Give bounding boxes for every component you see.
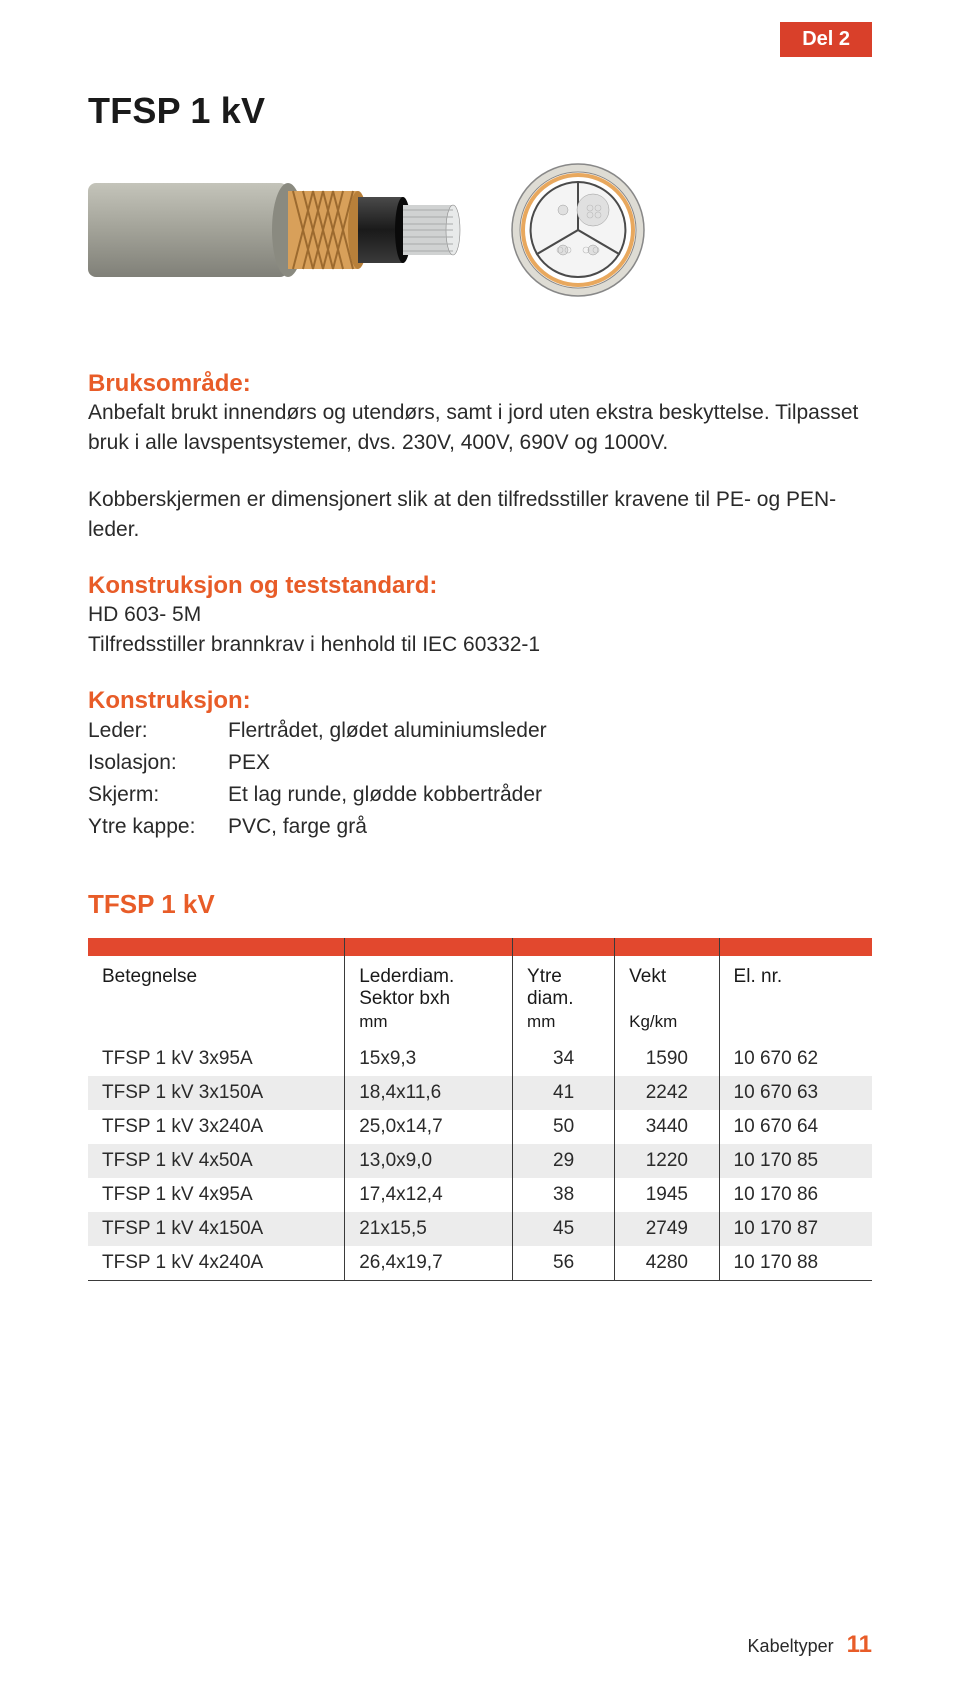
table-col-header: Lederdiam.Sektor bxh [345,956,513,1012]
page-title: TFSP 1 kV [88,90,872,132]
isolasjon-label: Isolasjon: [88,751,228,775]
usage-body-1: Anbefalt brukt innendørs og utendørs, sa… [88,398,872,459]
usage-block-2: Kobberskjermen er dimensjonert slik at d… [88,485,872,546]
table-cell: 2749 [615,1212,719,1246]
table-cell: 10 670 63 [719,1076,872,1110]
table-row: TFSP 1 kV 3x240A25,0x14,750344010 670 64 [88,1110,872,1144]
table-cell: 10 670 64 [719,1110,872,1144]
table-cell: 18,4x11,6 [345,1076,513,1110]
table-title: TFSP 1 kV [88,889,872,920]
page-content: TFSP 1 kV [0,0,960,1281]
skjerm-value: Et lag runde, glødde kobbertråder [228,783,872,807]
table-cell: 3440 [615,1110,719,1144]
table-head: BetegnelseLederdiam.Sektor bxhYtrediam.V… [88,938,872,1042]
table-cell: 2242 [615,1076,719,1110]
details-list: Leder: Flertrådet, glødet aluminiumslede… [88,719,872,839]
table-col-header: El. nr. [719,956,872,1012]
isolasjon-value: PEX [228,751,872,775]
page-badge: Del 2 [780,22,872,57]
construction-block: Konstruksjon og teststandard: HD 603- 5M… [88,572,872,661]
footer-label: Kabeltyper [748,1636,834,1656]
table-row: TFSP 1 kV 3x95A15x9,334159010 670 62 [88,1042,872,1076]
table-cell: 56 [513,1246,615,1281]
table-cell: 10 170 88 [719,1246,872,1281]
table-cell: 29 [513,1144,615,1178]
table-cell: 10 170 85 [719,1144,872,1178]
table-cell: 10 170 86 [719,1178,872,1212]
table-col-header: Vekt [615,956,719,1012]
construction-body-2: Tilfredsstiller brannkrav i henhold til … [88,630,872,660]
usage-heading: Bruksområde: [88,370,872,398]
leder-value: Flertrådet, glødet aluminiumsleder [228,719,872,743]
table-cell: 50 [513,1110,615,1144]
table-cell: 1220 [615,1144,719,1178]
table-cell: TFSP 1 kV 4x50A [88,1144,345,1178]
usage-body-2: Kobberskjermen er dimensjonert slik at d… [88,485,872,546]
footer-page-number: 11 [847,1631,872,1658]
details-heading: Konstruksjon: [88,687,872,715]
table-cell: TFSP 1 kV 3x150A [88,1076,345,1110]
table-cell: 26,4x19,7 [345,1246,513,1281]
table-cell: TFSP 1 kV 3x95A [88,1042,345,1076]
construction-heading: Konstruksjon og teststandard: [88,572,872,600]
table-col-header: Ytrediam. [513,956,615,1012]
table-col-unit [719,1012,872,1042]
ytrekappe-value: PVC, farge grå [228,815,872,839]
table-header-row: BetegnelseLederdiam.Sektor bxhYtrediam.V… [88,956,872,1012]
table-cell: 41 [513,1076,615,1110]
table-cell: 45 [513,1212,615,1246]
table-cell: 1945 [615,1178,719,1212]
cable-cross-section [508,160,648,300]
table-col-unit: mm [513,1012,615,1042]
table-row: TFSP 1 kV 4x50A13,0x9,029122010 170 85 [88,1144,872,1178]
usage-block: Bruksområde: Anbefalt brukt innendørs og… [88,370,872,459]
table-cell: 17,4x12,4 [345,1178,513,1212]
table-cell: 1590 [615,1042,719,1076]
table-body: TFSP 1 kV 3x95A15x9,334159010 670 62TFSP… [88,1042,872,1281]
table-row: TFSP 1 kV 3x150A18,4x11,641224210 670 63 [88,1076,872,1110]
table-cell: TFSP 1 kV 4x240A [88,1246,345,1281]
table-row: TFSP 1 kV 4x150A21x15,545274910 170 87 [88,1212,872,1246]
table-cell: TFSP 1 kV 4x150A [88,1212,345,1246]
table-cell: 10 670 62 [719,1042,872,1076]
table-cell: 25,0x14,7 [345,1110,513,1144]
table-cell: 34 [513,1042,615,1076]
table-cell: TFSP 1 kV 3x240A [88,1110,345,1144]
table-cell: 10 170 87 [719,1212,872,1246]
table-units-row: mmmmKg/km [88,1012,872,1042]
table-row: TFSP 1 kV 4x240A26,4x19,756428010 170 88 [88,1246,872,1281]
leder-label: Leder: [88,719,228,743]
skjerm-label: Skjerm: [88,783,228,807]
table-col-unit: mm [345,1012,513,1042]
table-cell: 15x9,3 [345,1042,513,1076]
table-cell: 21x15,5 [345,1212,513,1246]
ytrekappe-label: Ytre kappe: [88,815,228,839]
table-col-unit: Kg/km [615,1012,719,1042]
page-footer: Kabeltyper 11 [748,1631,872,1659]
table-cell: 38 [513,1178,615,1212]
table-cell: 13,0x9,0 [345,1144,513,1178]
construction-body-1: HD 603- 5M [88,600,872,630]
table-col-header: Betegnelse [88,956,345,1012]
data-table: BetegnelseLederdiam.Sektor bxhYtrediam.V… [88,938,872,1281]
table-row: TFSP 1 kV 4x95A17,4x12,438194510 170 86 [88,1178,872,1212]
table-cell: TFSP 1 kV 4x95A [88,1178,345,1212]
cable-side-view [88,165,468,295]
table-cell: 4280 [615,1246,719,1281]
illustration-row [88,160,872,300]
table-col-unit [88,1012,345,1042]
